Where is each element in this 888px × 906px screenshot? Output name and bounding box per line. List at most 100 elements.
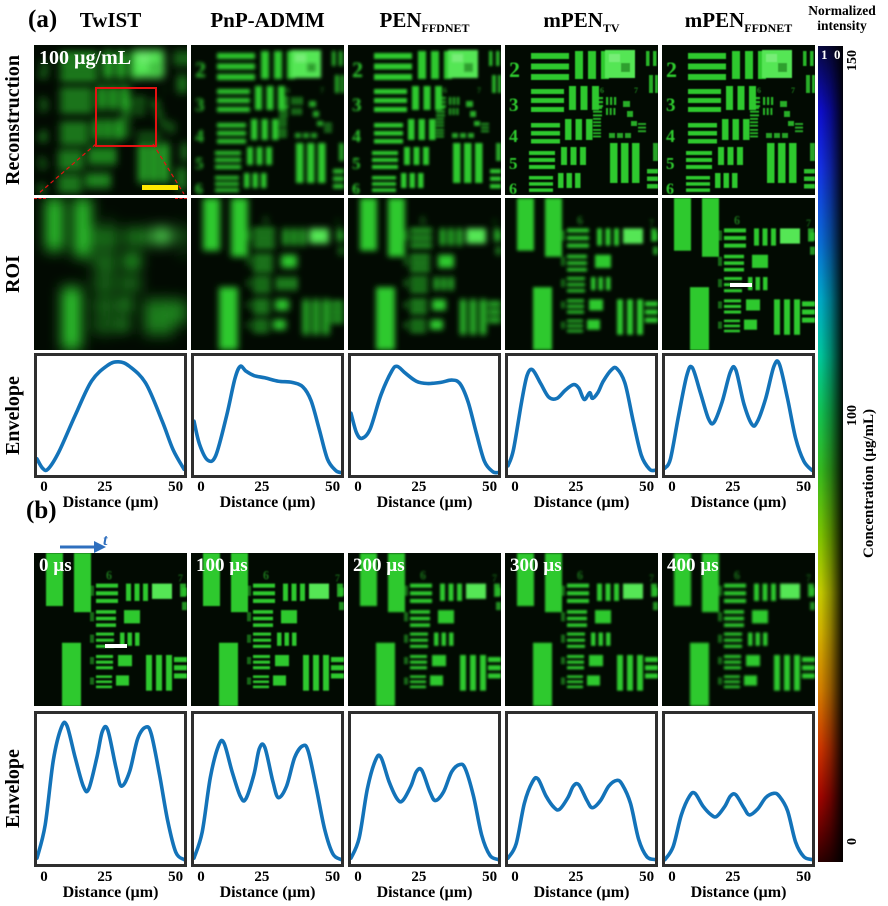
svg-text:6: 6 <box>757 86 761 95</box>
svg-text:6: 6 <box>443 86 447 95</box>
svg-text:7: 7 <box>634 86 638 95</box>
x-tick-label: 50 <box>482 479 498 495</box>
svg-text:7: 7 <box>791 86 795 95</box>
x-axis-label-b-200us: Distance (µm) <box>376 884 473 901</box>
x-axis-label-a-twist: Distance (µm) <box>62 494 159 511</box>
svg-text:7: 7 <box>649 573 654 584</box>
svg-text:6: 6 <box>263 568 269 582</box>
b-frame-image-100us: 100 µs 6 7 <box>191 553 344 706</box>
svg-text:6: 6 <box>600 86 604 95</box>
svg-text:6: 6 <box>577 568 583 582</box>
svg-text:6: 6 <box>286 86 290 95</box>
colorbar-title-line1: Normalized <box>808 3 876 18</box>
svg-text:6: 6 <box>38 181 46 195</box>
svg-text:2: 2 <box>352 57 363 82</box>
colorbar-conc-0: 0 <box>845 838 860 845</box>
x-tick-label: 25 <box>725 869 741 885</box>
column-title-pnp-admm: PnP-ADMM <box>191 8 344 36</box>
column-title-sub: FFDNET <box>421 21 470 36</box>
panel-a-label: (a) <box>28 6 58 33</box>
svg-text:7: 7 <box>320 86 324 95</box>
envelope-plot-b-300us <box>505 711 658 867</box>
svg-text:6: 6 <box>734 213 740 227</box>
envelope-plot-a-mpen-tv <box>505 353 658 478</box>
row-label-reconstruction: Reconstruction <box>2 55 24 185</box>
x-tick-label: 0 <box>668 869 676 885</box>
column-title-mpen-tv: mPENTV <box>505 8 658 36</box>
colorbar-conc-axis-label: Concentration (µg/mL) <box>861 408 877 558</box>
svg-text:4: 4 <box>195 126 204 146</box>
svg-text:7: 7 <box>163 86 167 95</box>
svg-text:7: 7 <box>335 218 340 229</box>
envelope-plot-a-twist <box>34 353 187 478</box>
x-tick-label: 25 <box>97 869 113 885</box>
target-image-graphic: 2 3 4 5 6 6 7 <box>662 45 815 195</box>
panel-b-label: (b) <box>26 497 57 524</box>
colorbar-conc-100: 100 <box>845 405 860 426</box>
x-axis-label-a-mpen-tv: Distance (µm) <box>533 494 630 511</box>
svg-text:6: 6 <box>420 568 426 582</box>
svg-text:6: 6 <box>734 568 740 582</box>
colorbar-title-line2: intensity <box>817 18 867 33</box>
x-tick-label: 25 <box>568 869 584 885</box>
time-overlay-label: 100 µs <box>196 555 248 576</box>
x-axis-ticks-a-mpen-ffdnet: 0 25 50 <box>662 479 815 496</box>
scale-bar <box>142 185 178 190</box>
svg-text:2: 2 <box>195 57 206 82</box>
row-label-envelope-a: Envelope <box>2 376 24 455</box>
svg-text:5: 5 <box>666 154 675 173</box>
roi-marker-box <box>95 87 157 147</box>
svg-text:2: 2 <box>666 57 677 82</box>
svg-text:6: 6 <box>263 213 269 227</box>
svg-text:4: 4 <box>38 126 47 146</box>
time-overlay-label: 300 µs <box>510 555 562 576</box>
svg-text:7: 7 <box>649 218 654 229</box>
x-tick-label: 25 <box>725 479 741 495</box>
svg-text:7: 7 <box>335 573 340 584</box>
column-title-text: TwIST <box>79 8 142 32</box>
x-tick-label: 0 <box>197 479 205 495</box>
concentration-overlay-label: 100 µg/mL <box>39 47 132 69</box>
svg-text:6: 6 <box>577 213 583 227</box>
x-axis-ticks-a-mpen-tv: 0 25 50 <box>505 479 658 496</box>
colorbar <box>818 46 843 862</box>
x-axis-ticks-a-pnp-admm: 0 25 50 <box>191 479 344 496</box>
svg-text:6: 6 <box>420 213 426 227</box>
x-axis-label-b-300us: Distance (µm) <box>533 884 630 901</box>
b-frame-image-300us: 300 µs 6 7 <box>505 553 658 706</box>
x-axis-ticks-b-200us: 0 25 50 <box>348 869 501 886</box>
svg-text:5: 5 <box>195 154 204 173</box>
x-axis-label-b-400us: Distance (µm) <box>690 884 787 901</box>
x-axis-label-b-0us: Distance (µm) <box>62 884 159 901</box>
reconstruction-image-twist: 100 µg/mL 2 3 4 5 6 6 7 <box>34 45 187 195</box>
x-axis-label-a-pnp-admm: Distance (µm) <box>219 494 316 511</box>
svg-text:3: 3 <box>195 95 205 116</box>
x-tick-label: 25 <box>411 479 427 495</box>
x-axis-label-a-pen-ffdnet: Distance (µm) <box>376 494 473 511</box>
row-label-envelope-b: Envelope <box>2 749 24 829</box>
svg-text:7: 7 <box>178 573 183 584</box>
reconstruction-image-mpen-tv: 2 3 4 5 6 6 7 <box>505 45 658 195</box>
svg-text:2: 2 <box>509 57 520 82</box>
x-tick-label: 50 <box>168 869 184 885</box>
x-tick-label: 50 <box>325 869 341 885</box>
target-image-graphic: 2 3 4 5 6 6 7 <box>505 45 658 195</box>
lineout-marker <box>105 644 127 648</box>
time-overlay-label: 400 µs <box>667 555 719 576</box>
time-overlay-label: 200 µs <box>353 555 405 576</box>
column-title-sub: FFDNET <box>744 21 793 36</box>
svg-text:5: 5 <box>509 154 518 173</box>
x-tick-label: 0 <box>40 869 48 885</box>
time-axis-label: t <box>103 532 108 549</box>
svg-text:6: 6 <box>106 213 112 227</box>
envelope-plot-a-pnp-admm <box>191 353 344 478</box>
envelope-plot-b-100us <box>191 711 344 867</box>
x-tick-label: 50 <box>639 479 655 495</box>
